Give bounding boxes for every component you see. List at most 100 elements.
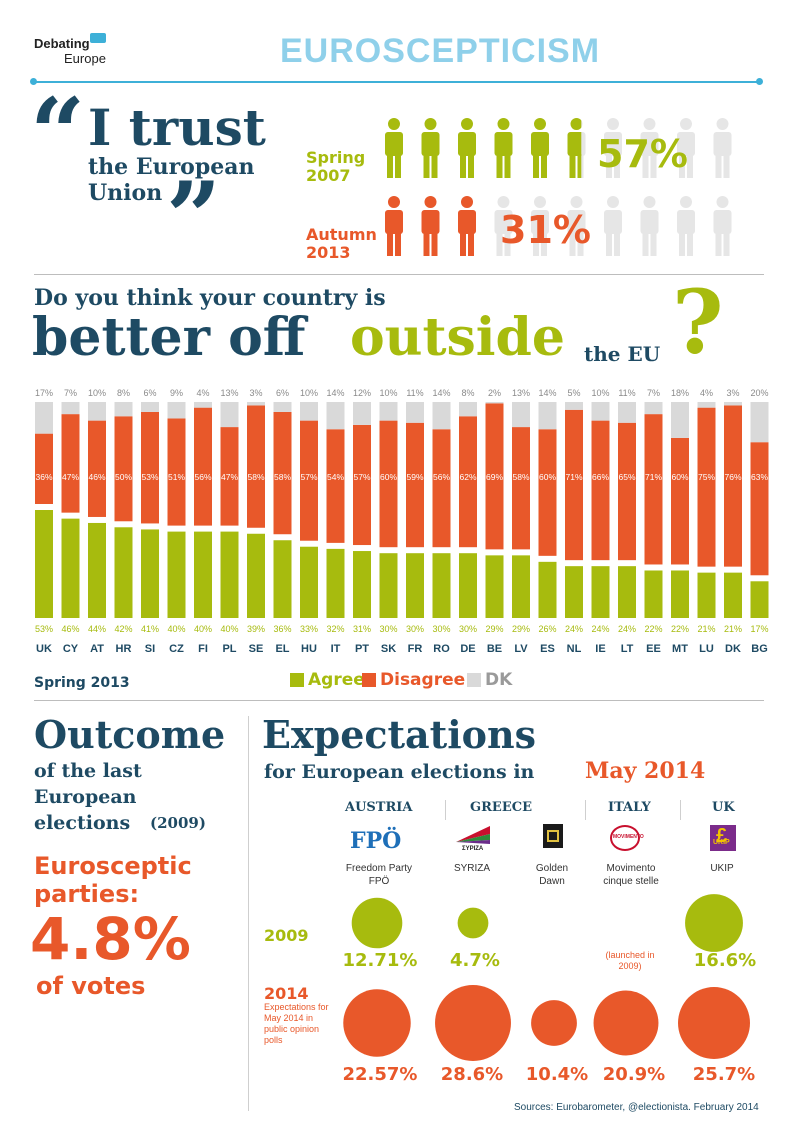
bar-dk: [591, 402, 610, 421]
debating-europe-logo[interactable]: Debating Europe: [34, 33, 124, 69]
bar-agree: [644, 570, 663, 618]
person-icon: [385, 118, 403, 178]
country-tick-label: SK: [381, 643, 396, 655]
party-name-golden-dawn: Golden Dawn: [535, 863, 569, 887]
agree-value-label: 24%: [591, 624, 609, 634]
disagree-value-label: 47%: [221, 472, 238, 482]
bar-disagree: [141, 411, 159, 524]
agree-value-label: 53%: [35, 624, 53, 634]
agree-value-label: 22%: [644, 624, 662, 634]
agree-value-label: 44%: [88, 624, 106, 634]
person-icon: [494, 196, 513, 256]
country-tick-label: CY: [63, 643, 79, 655]
dk-value-label: 17%: [35, 388, 53, 398]
bar-agree: [432, 553, 451, 618]
agree-value-label: 21%: [697, 624, 715, 634]
bar-agree: [591, 566, 610, 618]
bar-disagree: [618, 422, 636, 561]
logo-speech-bubble-icon: [90, 33, 106, 43]
m5s-2009-value: (launched in 2009): [605, 950, 655, 971]
disagree-value-label: 56%: [433, 472, 450, 482]
bar-dk: [273, 402, 292, 412]
agree-value-label: 33%: [300, 624, 318, 634]
bar-agree: [406, 553, 424, 618]
dk-value-label: 7%: [64, 388, 77, 398]
trust-line1: I trust: [88, 98, 266, 157]
bubble-2014: [593, 990, 659, 1056]
country-tick-label: SE: [249, 643, 264, 655]
country-tick-label: LU: [699, 643, 714, 655]
legend-dk-label: DK: [485, 670, 513, 690]
trust-line3: Union: [88, 180, 163, 206]
dk-value-label: 18%: [671, 388, 689, 398]
bar-disagree: [512, 427, 530, 550]
legend-agree-swatch: [290, 673, 304, 687]
trust-autumn-season: Autumn: [306, 225, 377, 244]
m5s-2014-value: 20.9%: [602, 1064, 666, 1085]
fpo-2009-value: 12.71%: [342, 950, 418, 971]
trust-spring-year: 2007: [306, 166, 351, 185]
person-icon: [421, 196, 440, 256]
bar-agree: [35, 510, 53, 618]
person-icon: [531, 118, 549, 178]
syriza-flag-green: [456, 834, 490, 842]
bar-agree: [61, 518, 80, 618]
outcome-sub1: Eurosceptic: [34, 852, 192, 880]
disagree-value-label: 46%: [88, 472, 105, 482]
country-tick-label: HR: [116, 643, 132, 655]
quote-close-mark: ”: [166, 161, 222, 274]
bar-agree: [512, 555, 530, 618]
bar-disagree: [379, 420, 398, 548]
expect-title: Expectations: [262, 712, 537, 757]
question-the-eu: the EU: [584, 342, 661, 366]
bubble-2009: [685, 894, 743, 952]
agree-value-label: 30%: [459, 624, 477, 634]
agree-value-label: 21%: [724, 624, 742, 634]
disagree-value-label: 58%: [247, 472, 264, 482]
agree-value-label: 40%: [194, 624, 212, 634]
disagree-value-label: 62%: [459, 472, 476, 482]
person-icon: [494, 118, 513, 178]
syriza-logo: [456, 826, 490, 844]
trust-pictogram: [385, 118, 732, 256]
dk-value-label: 14%: [326, 388, 344, 398]
bubble-2009: [457, 907, 489, 939]
agree-value-label: 30%: [406, 624, 424, 634]
row-2014-label: 2014: [264, 984, 309, 1003]
bar-disagree: [459, 416, 477, 548]
bar-dk: [35, 402, 53, 434]
disagree-value-label: 57%: [353, 472, 370, 482]
disagree-value-label: 71%: [645, 472, 662, 482]
bar-agree: [565, 566, 583, 618]
bar-agree: [194, 531, 212, 618]
bubble-2014: [343, 989, 411, 1057]
syriza-2014-value: 28.6%: [440, 1064, 504, 1085]
bar-disagree: [61, 414, 80, 513]
bar-agree: [326, 548, 345, 618]
bar-disagree: [220, 427, 239, 526]
bar-dk: [88, 402, 106, 421]
bar-disagree: [114, 416, 133, 522]
bar-dk: [485, 402, 504, 404]
country-separator-1: [445, 800, 446, 820]
country-tick-label: MT: [672, 643, 688, 655]
dk-value-label: 8%: [117, 388, 130, 398]
disagree-value-label: 59%: [406, 472, 423, 482]
bar-disagree: [353, 424, 371, 546]
bar-disagree: [326, 429, 345, 543]
disagree-value-label: 75%: [698, 472, 715, 482]
question-better-off: better off: [32, 307, 306, 368]
dk-value-label: 13%: [220, 388, 238, 398]
country-tick-label: FR: [408, 643, 423, 655]
bar-dk: [220, 402, 239, 428]
expectation-bubbles: [343, 894, 750, 1061]
dk-value-label: 11%: [406, 388, 423, 398]
country-tick-label: PT: [355, 643, 369, 655]
bar-agree: [167, 531, 186, 618]
dk-value-label: 13%: [512, 388, 530, 398]
trust-line2: the European: [88, 154, 255, 180]
logo-line1: Debating: [34, 36, 90, 51]
legend-disagree-label: Disagree: [380, 670, 466, 690]
country-tick-label: EL: [275, 643, 289, 655]
header-rule-dot-left: [30, 78, 37, 85]
